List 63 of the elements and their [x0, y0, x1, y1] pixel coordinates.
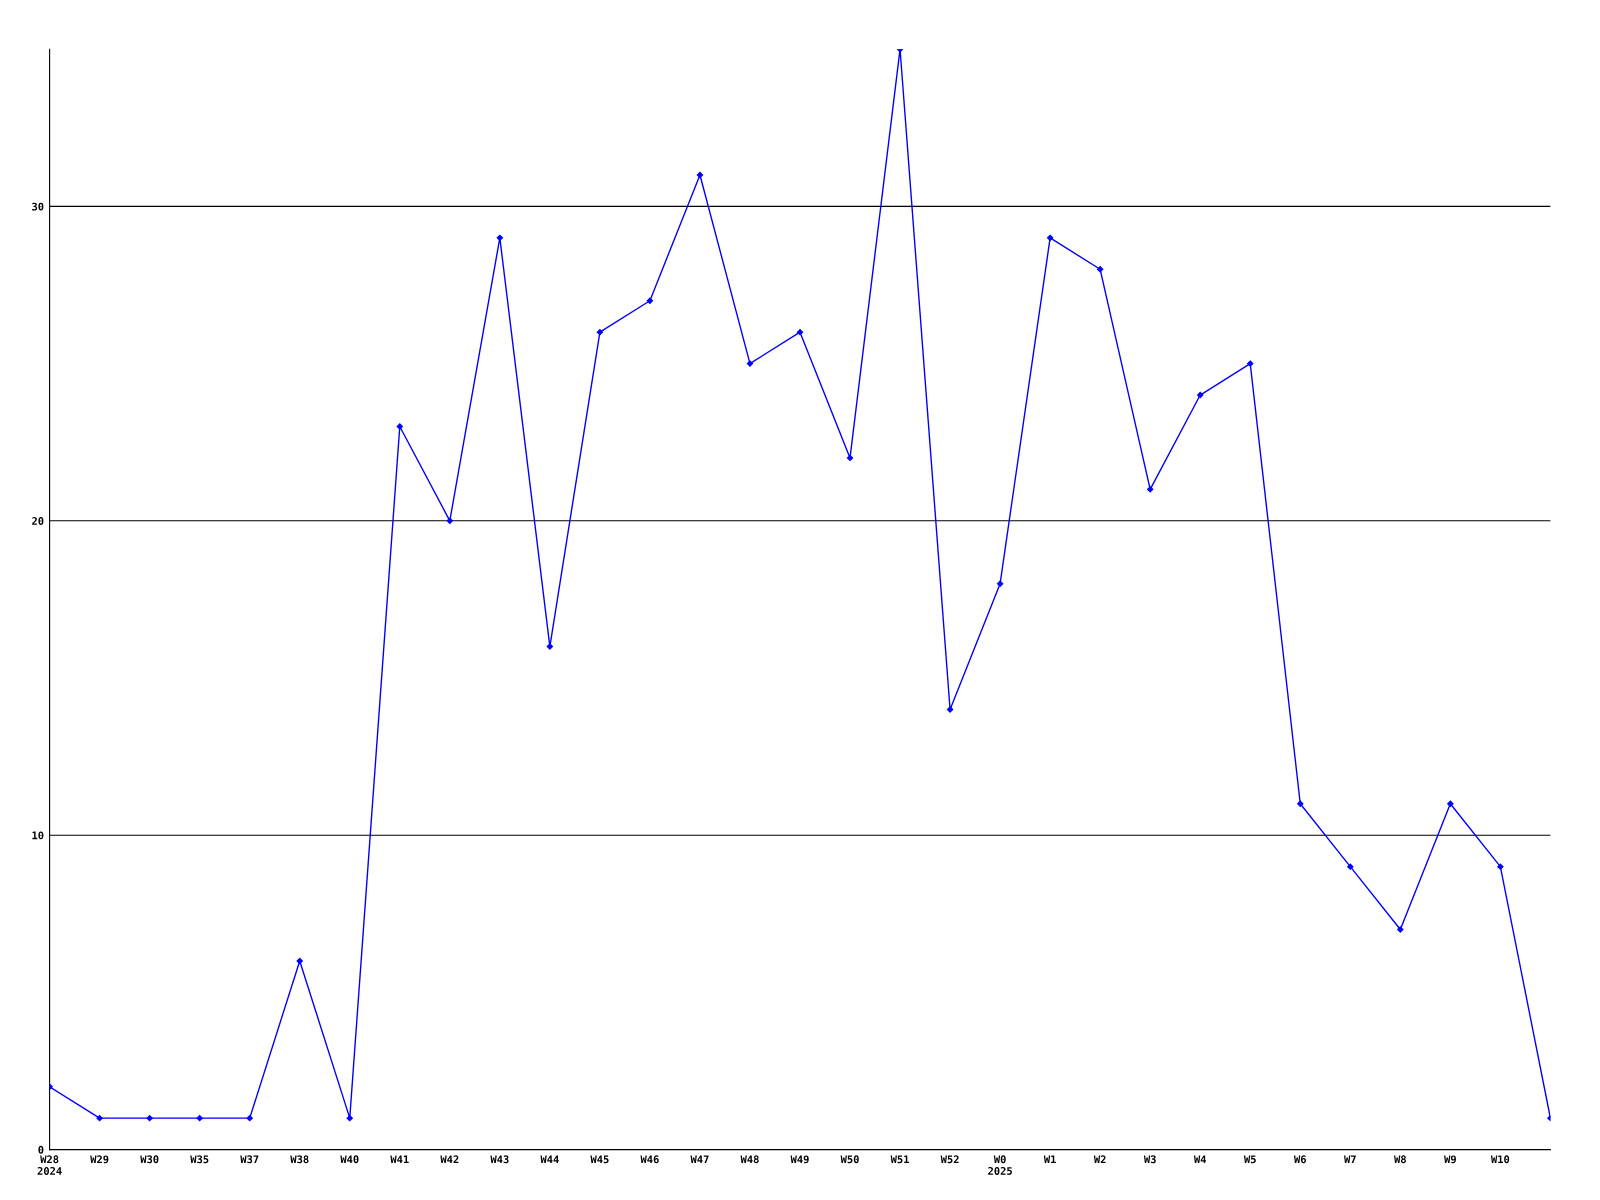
point — [1097, 266, 1104, 273]
y-tick-label: 30 — [32, 202, 44, 211]
point — [1247, 360, 1254, 367]
y-tick-label: 0 — [38, 1145, 44, 1154]
x-tick-label: W37 — [240, 1155, 259, 1164]
x-tick-label: W43 — [490, 1155, 509, 1164]
x-tick-label: W4 — [1193, 1155, 1207, 1164]
x-tick-label: W50 — [840, 1155, 859, 1164]
x-tick-label: W35 — [190, 1155, 209, 1164]
x-tick-label: W6 — [1294, 1155, 1306, 1164]
point — [1347, 863, 1354, 870]
point — [1397, 926, 1404, 933]
x-tick-label: W51 — [890, 1155, 909, 1164]
x-tick-label: W8 — [1394, 1155, 1406, 1164]
point — [1447, 800, 1454, 807]
point — [596, 329, 604, 336]
point — [446, 517, 453, 524]
point — [246, 1115, 253, 1122]
point — [646, 297, 654, 304]
line-series — [49, 49, 1551, 1122]
point — [346, 1115, 353, 1122]
y-tick-label: 20 — [32, 517, 44, 525]
y-tick-label: 10 — [32, 831, 44, 840]
point — [146, 1115, 153, 1122]
point — [846, 454, 854, 462]
x-tick-label: W44 — [540, 1155, 559, 1164]
x-tick-label: W52 — [940, 1155, 959, 1164]
x-tick-label: W48 — [740, 1155, 759, 1164]
x-tick-label: W5 — [1243, 1155, 1256, 1164]
x-tick-label: W29 — [90, 1155, 109, 1164]
point — [96, 1115, 103, 1122]
x-tick-label: W30 — [140, 1155, 159, 1164]
x-tick-label: W40 — [340, 1155, 359, 1164]
point — [796, 329, 804, 336]
x-tick-label: W9 — [1444, 1155, 1456, 1164]
x-tick-label: W42 — [440, 1155, 459, 1164]
point — [296, 957, 303, 965]
point — [746, 360, 754, 367]
x-tick-label: W10 — [1490, 1155, 1510, 1164]
point — [496, 234, 503, 241]
point — [946, 706, 954, 713]
point — [1147, 486, 1154, 493]
x-tick-label: W7 — [1344, 1155, 1356, 1164]
point — [1046, 234, 1054, 241]
point — [1197, 391, 1204, 399]
point — [996, 580, 1004, 587]
point — [396, 423, 403, 430]
x-tick-label: W3 — [1143, 1155, 1156, 1164]
x-tick-label: W41 — [390, 1155, 409, 1164]
x-tick-label: W0 2025 — [988, 1155, 1012, 1175]
x-tick-label: W1 — [1043, 1155, 1056, 1164]
x-tick-label: W46 — [640, 1155, 659, 1164]
x-tick-label: W28 2024 — [37, 1155, 62, 1175]
point — [546, 643, 554, 650]
x-tick-label: W38 — [290, 1155, 309, 1164]
x-tick-label: W45 — [590, 1155, 609, 1164]
x-tick-label: W49 — [790, 1155, 809, 1164]
point — [1297, 800, 1304, 807]
x-tick-label: W2 — [1093, 1155, 1106, 1164]
point — [196, 1115, 203, 1122]
x-tick-label: W47 — [690, 1155, 709, 1164]
point — [696, 171, 704, 179]
point — [1497, 863, 1504, 870]
